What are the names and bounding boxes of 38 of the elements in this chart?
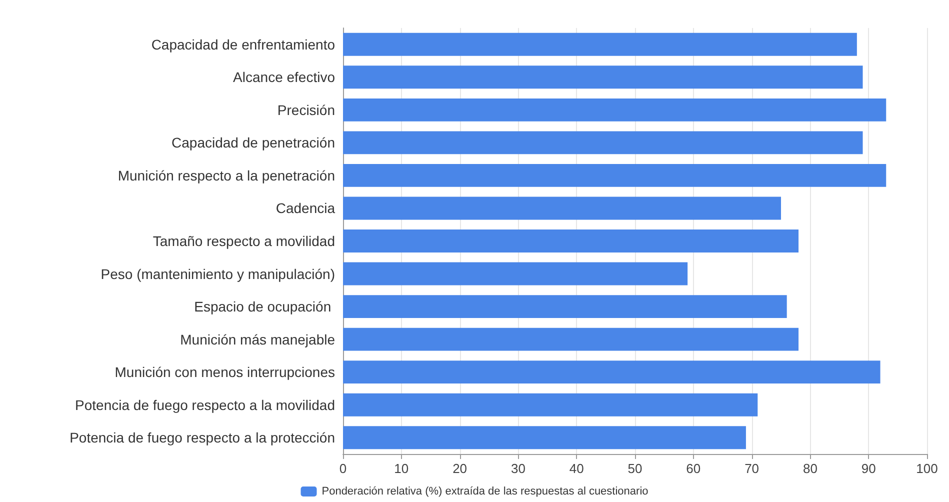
y-tick-label: Cadencia: [276, 200, 336, 216]
x-tick-label: 100: [916, 461, 938, 476]
y-tick-label: Peso (mantenimiento y manipulación): [100, 266, 335, 282]
bar: [343, 295, 787, 318]
bar: [343, 393, 758, 416]
x-tick-label: 30: [510, 461, 526, 476]
x-tick-label: 40: [569, 461, 584, 476]
bar: [343, 196, 781, 220]
y-tick-label: Precisión: [277, 102, 335, 118]
x-tick-label: 80: [802, 461, 818, 476]
bar: [343, 328, 799, 351]
y-tick-label: Munición respecto a la penetración: [118, 167, 335, 184]
y-tick-label: Munición más manejable: [180, 331, 336, 348]
x-tick-label: 70: [744, 461, 760, 476]
bar: [343, 230, 799, 252]
y-tick-label: Alcance efectivo: [233, 69, 336, 86]
bar: [343, 164, 886, 187]
bar: [343, 98, 886, 122]
x-tick-label: 50: [628, 461, 642, 476]
x-tick-label: 60: [686, 461, 701, 476]
bar: [343, 262, 688, 286]
bar: [343, 360, 880, 384]
x-tick-label: 90: [861, 461, 876, 476]
y-tick-label: Potencia de fuego respecto a la movilidad: [75, 396, 335, 413]
x-tick-label: 20: [452, 461, 468, 476]
bar: [343, 426, 746, 450]
x-tick-label: 10: [394, 461, 409, 476]
bar: [343, 66, 863, 89]
y-tick-label: Tamaño respecto a movilidad: [152, 233, 335, 249]
legend-label: Ponderación relativa (%) extraída de las respuestas al cuestionario: [322, 486, 648, 498]
y-tick-label: Capacidad de enfrentamiento: [151, 36, 336, 52]
y-tick-label: Potencia de fuego respecto a la protección: [70, 430, 335, 446]
bar: [343, 32, 857, 56]
bar: [343, 131, 863, 154]
y-tick-label: Munición con menos interrupciones: [114, 364, 335, 380]
y-tick-label: Espacio de ocupación: [194, 298, 335, 315]
x-tick-label: 0: [339, 461, 347, 476]
y-tick-label: Capacidad de penetración: [172, 134, 335, 151]
